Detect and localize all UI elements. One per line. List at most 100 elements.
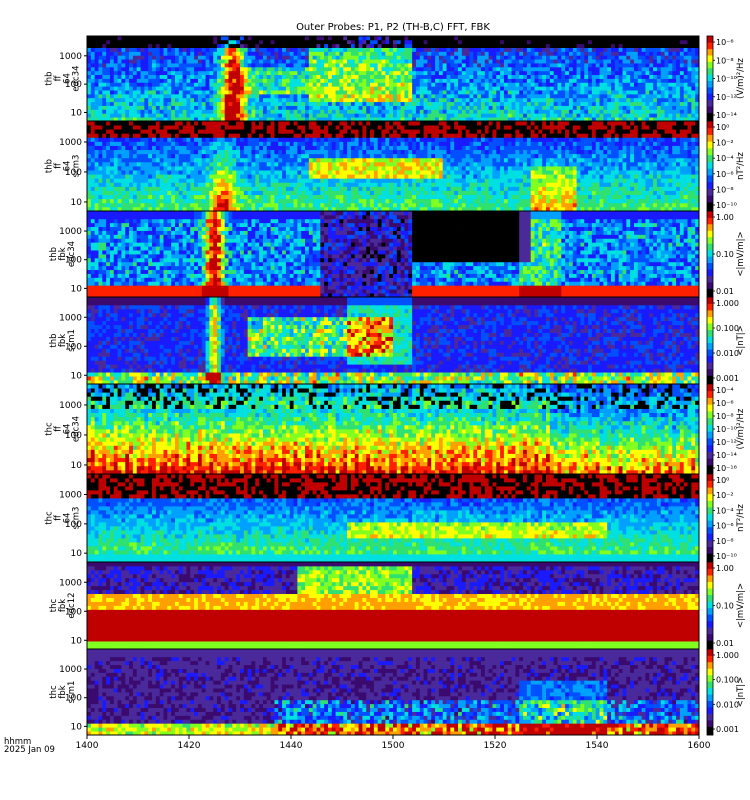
colorbar: 10⁻⁶ 10⁻⁸ 10⁻¹⁰ 10⁻¹² 10⁻¹⁴ (V/m)²/Hz [706,35,746,122]
panel-7: 10 100 1000 thcfbkedc12 1.00 0.10 0.01 <|mV/m|> [49,561,746,650]
colorbar-label: <|mV/m|> [736,231,746,276]
y-tick-label: 10 [71,722,83,732]
panel-ylabel: thcfbkedc12 [49,592,77,618]
colorbar-tick-label: 10⁻¹² [716,93,737,102]
y-tick-label: 100 [65,342,82,352]
colorbar-tick-label: 10⁰ [716,123,729,132]
colorbar: 1.00 0.10 0.01 <|mV/m|> [706,561,746,650]
x-tick-label: 1540 [586,741,609,751]
x-tick-label: 1420 [178,741,201,751]
x-axis-format-label: hhmm [4,737,31,747]
colorbar-tick-label: 0.010 [716,700,739,709]
colorbar-tick-label: 0.01 [716,639,734,648]
y-tick-label: 100 [65,694,82,704]
y-tick-label: 1000 [59,138,82,148]
y-tick-label: 1000 [59,578,82,588]
spectrogram-image [87,36,700,122]
colorbar-tick-label: 10⁻² [716,491,734,500]
colorbar-tick-label: 10⁻⁴ [716,154,734,163]
x-tick-label: 1440 [280,741,303,751]
colorbar-tick-label: 10⁻⁶ [716,522,734,531]
colorbar: 10⁰ 10⁻² 10⁻⁴ 10⁻⁶ 10⁻⁸ 10⁻¹⁰ nT²/Hz [706,473,746,563]
colorbar-label: nT²/Hz [736,504,746,532]
y-tick-label: 1000 [59,313,82,323]
y-tick-label: 10 [71,198,83,208]
colorbar-tick-label: 10⁻¹⁰ [716,552,737,561]
y-tick-label: 100 [65,520,82,530]
colorbar-tick-label: 0.10 [716,250,734,259]
panel-ylabel: thbff64scm3 [45,155,82,178]
y-tick-label: 10 [71,284,83,294]
y-tick-label: 10 [71,549,83,559]
y-tick-label: 100 [65,168,82,178]
colorbar-tick-label: 0.001 [716,725,739,734]
colorbar: 10⁻⁴ 10⁻⁶ 10⁻⁸ 10⁻¹⁰ 10⁻¹² 10⁻¹⁴ 10⁻¹⁶ (V/m)²/H… [706,383,746,475]
panel-4: 10 100 1000 thbfbkscm1 1.000 0.100 0.010 0.001 <… [49,296,746,385]
colorbar-tick-label: 10⁻⁶ [716,399,734,408]
colorbar-tick-label: 1.000 [716,299,739,308]
colorbar-tick-label: 0.01 [716,287,734,296]
x-tick-label: 1400 [76,741,99,751]
panel-5: 101001000thcff64edc3410⁻⁴10⁻⁶10⁻⁸10⁻¹⁰10… [45,383,746,475]
spectrogram-image [87,384,700,475]
y-tick-label: 100 [65,431,82,441]
colorbar-tick-label: 0.100 [716,676,739,685]
colorbar-tick-label: 10⁻⁸ [716,185,734,194]
colorbar-tick-label: 10⁻¹⁰ [716,75,737,84]
y-tick-label: 10 [71,108,83,118]
panel-ylabel: thcff64scm3 [45,507,82,530]
spectrogram-image [87,211,700,298]
figure-title: Outer Probes: P1, P2 (TH-B,C) FFT, FBK [296,22,490,33]
y-tick-label: 1000 [59,665,82,675]
panel-8: 10 100 1000 thcfbkscm1 1.000 0.100 0.010 0.001 <… [49,648,746,736]
colorbar-tick-label: 1.00 [716,213,734,222]
panel-ylabel: thbfbkedc34 [49,241,77,267]
panel-ylabel: thbff64edc34 [45,65,82,91]
colorbar-label: nT²/Hz [736,152,746,180]
colorbar-tick-label: 10⁻⁶ [716,38,734,47]
y-tick-label: 1000 [59,227,82,237]
panel-ylabel: thcfbkscm1 [49,681,77,704]
colorbar-tick-label: 10⁻¹⁴ [716,451,737,460]
spectrogram-image [87,121,700,212]
y-tick-label: 100 [65,80,82,90]
panel-ylabel: thcff64edc34 [45,416,82,442]
colorbar-tick-label: 10⁻¹² [716,438,737,447]
colorbar: 1.000 0.100 0.010 0.001 <|nT|> [706,296,746,385]
panel-ylabel: thbfbkscm1 [49,329,77,352]
colorbar-label: <|nT|> [736,325,746,356]
colorbar-tick-label: 10⁻⁸ [716,56,734,65]
spectrogram-image [87,562,700,650]
colorbar: 1.000 0.100 0.010 0.001 <|nT|> [706,648,746,736]
y-tick-label: 10 [71,636,83,646]
colorbar-label: <|mV/m|> [736,583,746,628]
y-tick-label: 1000 [59,52,82,62]
colorbar-tick-label: 10⁻¹⁰ [716,425,737,434]
colorbar-tick-label: 10⁻¹⁴ [716,111,737,120]
y-tick-label: 1000 [59,401,82,411]
colorbar-label: <|nT|> [736,677,746,708]
colorbar-tick-label: 10⁰ [716,476,729,485]
y-tick-label: 100 [65,256,82,266]
x-tick-label: 1520 [484,741,507,751]
panels: 10 100 1000 thbff64edc34 10⁻⁶ 10⁻⁸ 10⁻¹⁰ 10⁻¹² 1… [45,35,746,736]
colorbar-label: (V/m)²/Hz [736,408,746,449]
colorbar-tick-label: 10⁻⁶ [716,170,734,179]
y-tick-label: 1000 [59,491,82,501]
x-tick-label: 1500 [382,741,405,751]
colorbar-tick-label: 10⁻⁴ [716,506,734,515]
colorbar-tick-label: 10⁻² [716,139,734,148]
colorbar-tick-label: 10⁻⁸ [716,412,734,421]
y-tick-label: 10 [71,371,83,381]
panel-3: 10 100 1000 thbfbkedc34 1.00 0.10 0.01 <|mV/m|> [49,210,746,298]
colorbar-tick-label: 1.000 [716,651,739,660]
colorbar-tick-label: 1.00 [716,564,734,573]
panel-2: 101001000thbff64scm310⁰10⁻²10⁻⁴10⁻⁶10⁻⁸1… [45,120,746,212]
colorbar-tick-label: 10⁻⁴ [716,386,734,395]
colorbar-tick-label: 0.010 [716,349,739,358]
x-tick-label: 1600 [688,741,711,751]
colorbar-tick-label: 10⁻⁸ [716,537,734,546]
spectrogram-image [87,474,700,563]
